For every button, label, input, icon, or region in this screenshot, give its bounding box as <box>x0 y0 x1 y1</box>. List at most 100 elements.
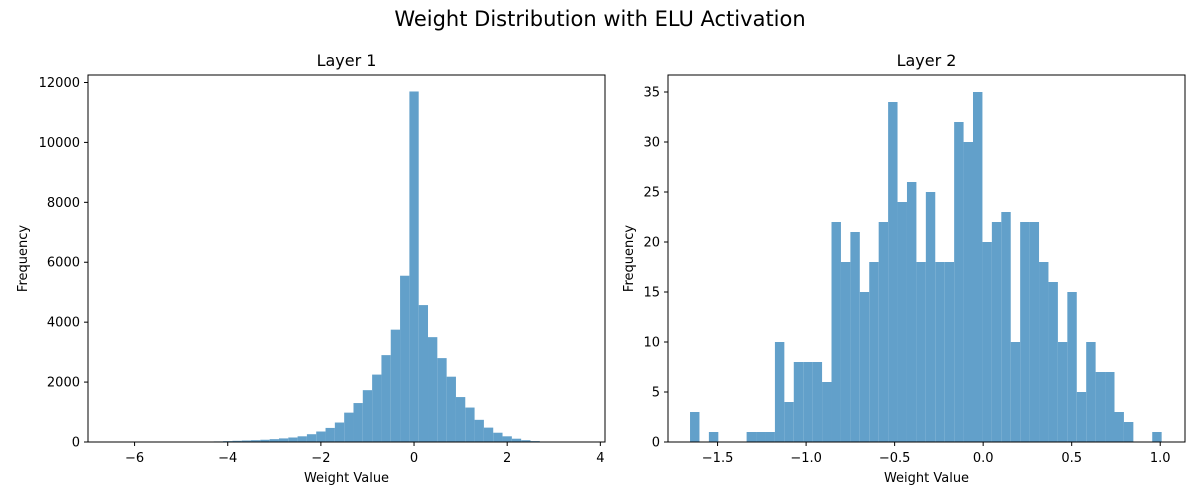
histogram-bar <box>982 242 992 442</box>
x-ticks-layer-1: −6 −4 −2 0 2 4 <box>125 442 604 466</box>
histogram-bar <box>944 262 955 442</box>
chart-title-layer-2: Layer 2 <box>897 51 957 70</box>
plot-frame-layer-2 <box>667 74 1186 443</box>
histogram-bar <box>765 432 775 442</box>
histogram-bar <box>334 422 345 442</box>
y-tick-label: 15 <box>643 286 660 301</box>
histogram-bar <box>1105 372 1115 442</box>
histogram-bar <box>325 427 335 442</box>
histogram-bar <box>297 436 307 442</box>
histogram-bar <box>465 407 475 442</box>
histogram-bar <box>1048 282 1058 442</box>
histogram-bar <box>344 412 354 442</box>
histogram-bar <box>409 91 419 443</box>
histogram-bar <box>316 431 326 442</box>
histogram-bar <box>483 427 494 442</box>
histogram-bar <box>502 436 512 442</box>
y-tick-label: 2000 <box>47 376 80 391</box>
histogram-bar <box>446 376 456 442</box>
y-tick-label: 20 <box>643 236 660 251</box>
histogram-bar <box>418 305 429 442</box>
y-tick-label: 0 <box>652 436 660 451</box>
histogram-bar <box>372 374 382 442</box>
histogram-bar <box>831 222 841 442</box>
histogram-bar <box>859 292 870 442</box>
x-tick-label: −6 <box>125 451 144 466</box>
histogram-bar <box>991 222 1002 442</box>
histogram-bar <box>1152 432 1162 442</box>
histogram-bar <box>306 434 317 442</box>
histogram-bar <box>803 362 813 442</box>
histogram-bar <box>521 440 531 442</box>
histogram-bar <box>888 102 898 442</box>
histogram-bar <box>690 412 700 442</box>
histogram-bar <box>916 262 926 442</box>
histogram-bar <box>232 440 242 442</box>
y-ticks-layer-1: 0 2000 4000 6000 8000 10000 12000 <box>39 76 88 451</box>
bars-layer-1 <box>111 91 578 443</box>
histogram-bar <box>362 390 373 442</box>
histogram-bar <box>474 419 484 442</box>
histogram-bar <box>963 142 973 442</box>
y-tick-label: 30 <box>643 136 660 151</box>
y-tick-label: 10000 <box>39 136 80 151</box>
histogram-bar <box>793 362 804 442</box>
x-tick-label: 4 <box>596 451 604 466</box>
histogram-bar <box>260 439 270 442</box>
histogram-bar <box>381 355 391 442</box>
histogram-bar <box>1123 422 1134 442</box>
chart-title-layer-1: Layer 1 <box>317 51 377 70</box>
histogram-bar <box>935 262 945 442</box>
y-tick-label: 25 <box>643 186 660 201</box>
histogram-bar <box>1020 222 1030 442</box>
histogram-bar <box>897 202 907 442</box>
histogram-bar <box>353 403 363 442</box>
x-tick-label: 0.0 <box>973 451 994 466</box>
histogram-bar <box>269 439 279 442</box>
histogram-bar <box>1001 212 1011 442</box>
chart-layer-2: 0 5 10 15 20 25 30 35 −1.5 −1.0 −0.5 0.0 0.5 1.0 Lay… <box>622 51 1186 486</box>
y-axis-title-layer-2: Frequency <box>622 225 637 292</box>
x-tick-label: −1.0 <box>790 451 822 466</box>
y-ticks-layer-2: 0 5 10 15 20 25 30 35 <box>643 86 668 451</box>
histogram-bar <box>437 358 447 442</box>
histogram-bar <box>511 438 522 442</box>
histogram-bar <box>1039 262 1049 442</box>
y-tick-label: 0 <box>72 436 80 451</box>
y-tick-label: 6000 <box>47 256 80 271</box>
x-tick-label: −2 <box>311 451 330 466</box>
histogram-bar <box>1095 372 1106 442</box>
x-tick-label: −0.5 <box>879 451 911 466</box>
x-tick-label: 0 <box>410 451 418 466</box>
histogram-bar <box>954 122 964 442</box>
histogram-bar <box>390 329 401 442</box>
histogram-bar <box>925 192 936 442</box>
histogram-bar <box>784 402 794 442</box>
x-axis-title-layer-2: Weight Value <box>884 471 969 486</box>
x-ticks-layer-2: −1.5 −1.0 −0.5 0.0 0.5 1.0 <box>702 442 1171 466</box>
x-axis-title-layer-1: Weight Value <box>304 471 389 486</box>
histogram-bar <box>822 382 832 442</box>
histogram-bar <box>278 438 289 442</box>
histogram-bar <box>455 397 466 442</box>
bars-layer-2 <box>690 92 1162 442</box>
histogram-bar <box>1114 412 1124 442</box>
histogram-bar <box>493 432 503 442</box>
histogram-bar <box>1029 222 1040 442</box>
y-tick-label: 5 <box>652 386 660 401</box>
x-tick-label: −1.5 <box>702 451 734 466</box>
histogram-bar <box>774 342 785 442</box>
histogram-bar <box>906 182 917 442</box>
histogram-bar <box>746 432 757 442</box>
histogram-bar <box>812 362 823 442</box>
histogram-bar <box>708 432 719 442</box>
histogram-bar <box>428 337 438 442</box>
histogram-bar <box>1010 342 1021 442</box>
y-tick-label: 35 <box>643 86 660 101</box>
histogram-bar <box>1057 342 1068 442</box>
histogram-bar <box>840 262 851 442</box>
histogram-bar <box>1086 342 1096 442</box>
histogram-bar <box>756 432 766 442</box>
y-tick-label: 12000 <box>39 76 80 91</box>
histogram-bar <box>251 440 261 442</box>
